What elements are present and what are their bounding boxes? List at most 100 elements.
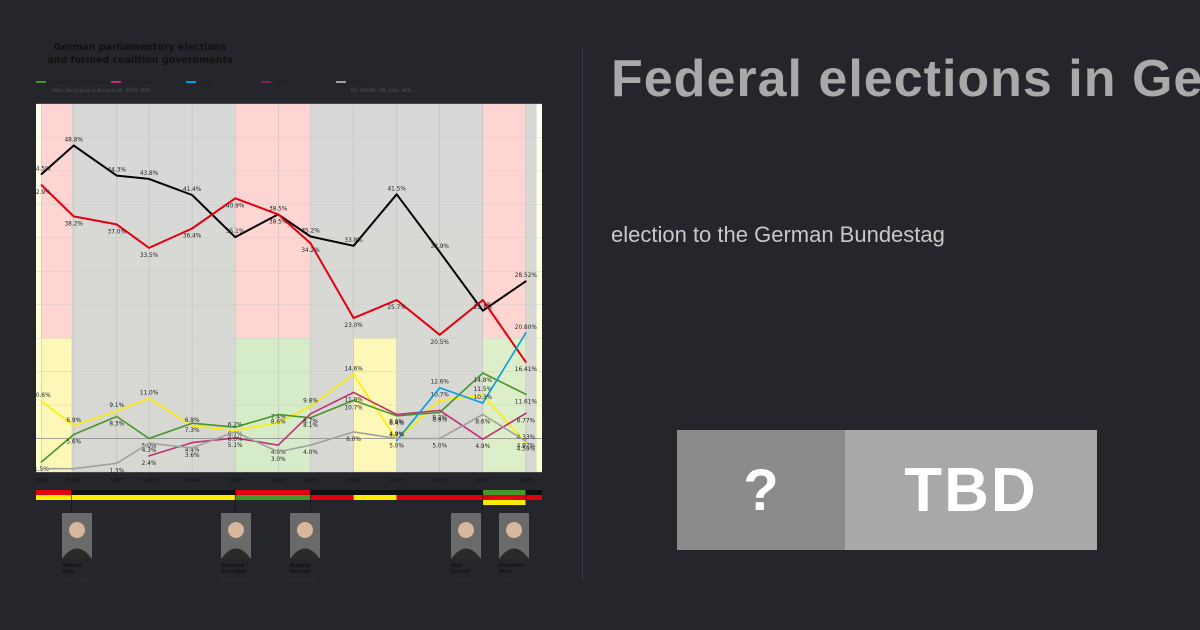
legend-label: Die Linke — [126, 80, 155, 86]
coalition-band — [525, 104, 537, 472]
data-point-others — [277, 451, 280, 453]
data-point-linke — [438, 409, 441, 412]
data-label-greens: 5.6% — [66, 440, 81, 446]
chancellor-last-name: Kohl — [62, 569, 75, 575]
data-point-cdu — [481, 309, 484, 312]
coalition-strip — [482, 500, 526, 505]
x-tick-label: 2017 — [433, 478, 447, 484]
data-label-cdu: 44.3% — [108, 168, 127, 174]
page-title: Federal elections in Germany — [611, 50, 1200, 108]
data-label-others: 4.3% — [142, 448, 157, 454]
data-label-greens: 14.8% — [474, 378, 493, 384]
chancellor-term: 1982–1998 — [62, 578, 89, 584]
data-label-fdp: 9.8% — [303, 398, 318, 404]
data-label-greens: 8.9% — [432, 417, 447, 423]
legend-sublabel: 2005: PDS — [126, 88, 150, 94]
data-point-linke — [148, 455, 150, 457]
data-label-greens: 1.5% — [34, 467, 49, 473]
data-label-afd: 20.80% — [515, 325, 538, 331]
data-point-spd — [40, 184, 43, 186]
data-label-others: 0.5% — [66, 474, 81, 480]
coalition-strip — [235, 495, 311, 500]
data-label-others: 8.6% — [475, 419, 490, 425]
data-point-spd — [277, 213, 280, 216]
data-label-others: 0.5% — [34, 474, 49, 480]
data-label-cdu: 38.5% — [269, 206, 288, 212]
status-badge: ? TBD — [677, 430, 1097, 550]
data-point-fdp — [438, 399, 441, 402]
data-point-greens — [148, 437, 150, 440]
coalition-strip — [235, 490, 311, 495]
data-label-greens: 8.4% — [389, 421, 404, 427]
data-point-afd — [438, 386, 441, 389]
data-point-greens — [525, 393, 527, 396]
portrait-body — [221, 548, 251, 559]
portrait-face — [458, 522, 474, 538]
chancellor-term: 2021–2025 — [451, 578, 478, 584]
data-label-fdp: 6.9% — [66, 418, 81, 424]
data-point-others — [115, 462, 118, 465]
data-point-fdp — [277, 421, 280, 424]
data-point-cdu — [40, 173, 43, 176]
data-label-linke: 9.2% — [432, 415, 447, 421]
coalition-strip — [353, 495, 397, 500]
data-point-greens — [481, 372, 484, 374]
coalition-strip — [310, 490, 354, 495]
coalition-strip — [36, 490, 72, 495]
data-label-fdp: 7.4% — [271, 414, 286, 420]
data-point-greens — [277, 413, 280, 416]
page-subtitle: election to the German Bundestag — [611, 222, 945, 247]
coalition-strip — [525, 490, 542, 495]
chancellor-last-name: Merkel — [290, 569, 309, 575]
data-label-others: 5.0% — [432, 444, 447, 450]
legend-label: Others — [351, 80, 373, 86]
legend-label: Bündnis 90/Die Grünen — [51, 80, 122, 86]
coalition-band — [310, 104, 354, 472]
data-label-others: 3.6% — [185, 453, 200, 459]
data-label-cdu: 35.1% — [226, 229, 245, 235]
x-tick-label: 1994 — [185, 478, 199, 484]
data-point-fdp — [72, 425, 75, 427]
data-label-greens: 8.6% — [271, 419, 286, 425]
data-label-spd: 25.7% — [387, 305, 406, 311]
data-label-bsw: 4.97% — [517, 444, 536, 450]
data-point-greens — [40, 461, 43, 463]
x-tick-label: 2013 — [390, 478, 404, 484]
data-label-cdu: 44.5% — [32, 166, 51, 172]
data-label-afd: 10.3% — [474, 395, 493, 401]
data-point-fdp — [148, 397, 150, 400]
data-label-spd: 34.2% — [301, 248, 320, 254]
coalition-strip — [396, 490, 483, 495]
data-label-spd: 38.5% — [269, 219, 288, 225]
coalition-band — [71, 104, 236, 472]
portrait-face — [69, 522, 85, 538]
data-label-spd: 20.5% — [431, 340, 450, 346]
chancellor-term: 2025– — [499, 578, 514, 584]
legend-label: AfD — [201, 80, 213, 86]
data-point-spd — [148, 247, 150, 249]
x-tick-label: 2002 — [271, 478, 285, 484]
data-point-cdu — [148, 178, 150, 180]
data-point-spd — [72, 215, 75, 218]
data-label-greens: 6.7% — [228, 432, 243, 438]
data-point-others — [234, 431, 236, 433]
x-tick-label: 1990 — [142, 478, 156, 484]
data-point-linke — [234, 437, 236, 439]
data-point-linke — [352, 391, 355, 394]
data-point-spd — [234, 197, 236, 200]
data-point-greens — [72, 433, 75, 436]
portrait-body — [451, 548, 481, 559]
data-point-cdu — [525, 280, 527, 282]
data-point-others — [72, 467, 75, 470]
x-tick-label: 2009 — [347, 478, 361, 484]
data-label-others: 5.0% — [389, 444, 404, 450]
data-point-cdu — [234, 236, 236, 238]
portrait-body — [62, 548, 92, 559]
x-tick-label: 1987 — [110, 478, 124, 484]
data-label-linke: 4.9% — [475, 444, 490, 450]
data-label-spd: 36.4% — [183, 233, 202, 239]
coalition-strip — [310, 495, 354, 500]
data-point-greens — [352, 399, 355, 402]
legend-sublabel: 1983: Die Grünen & Bündnis 90 — [51, 88, 123, 94]
data-point-linke — [481, 438, 484, 441]
